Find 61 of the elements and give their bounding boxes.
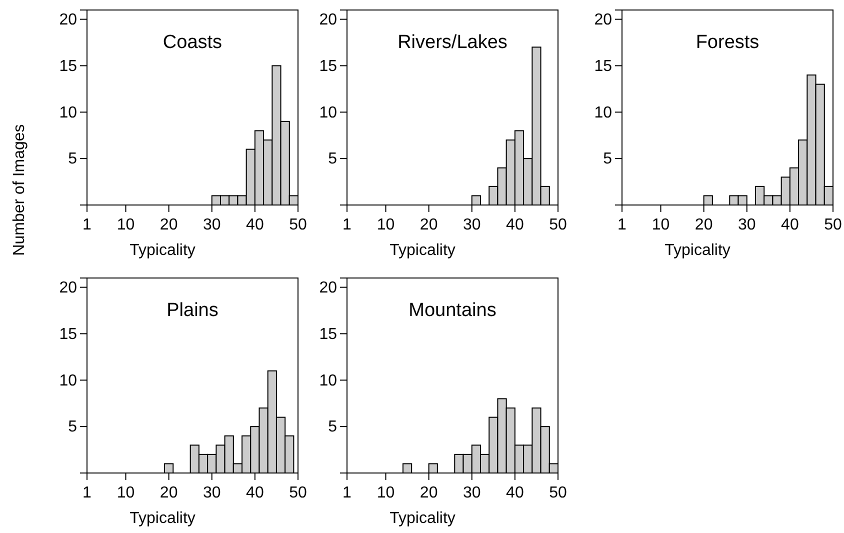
x-tick-label: 40 <box>506 216 524 234</box>
x-tick-label: 10 <box>116 216 135 234</box>
x-tick-label: 20 <box>160 484 178 502</box>
x-tick-label: 1 <box>82 216 92 234</box>
y-tick-label: 20 <box>59 279 78 296</box>
text: Mountains <box>408 300 496 321</box>
x-tick-label: 1 <box>618 216 627 234</box>
y-tick-label: 20 <box>594 11 612 28</box>
x-tick-label: 50 <box>289 216 307 234</box>
y-tick-label: 20 <box>319 279 338 296</box>
y-tick-label: 15 <box>59 58 78 75</box>
y-tick-label: 5 <box>68 418 78 436</box>
y-tick-label: 20 <box>319 11 338 28</box>
x-tick-label: 50 <box>289 484 307 502</box>
y-tick-label: 10 <box>319 104 338 122</box>
y-tick-label: 10 <box>59 372 78 390</box>
text: Forests <box>696 32 760 53</box>
y-tick-label: 20 <box>59 11 78 28</box>
x-tick-label: 20 <box>420 484 438 502</box>
x-tick-label: 20 <box>160 216 178 234</box>
x-axis-title: Typicality <box>390 510 456 527</box>
y-tick-label: 10 <box>59 104 78 122</box>
x-tick-label: 50 <box>824 216 842 234</box>
y-tick-label: 5 <box>603 150 612 168</box>
x-tick-label: 10 <box>652 216 670 234</box>
x-tick-label: 30 <box>462 216 481 234</box>
x-tick-label: 1 <box>82 484 92 502</box>
x-tick-label: 30 <box>202 484 221 502</box>
x-tick-label: 1 <box>342 484 352 502</box>
x-tick-label: 10 <box>376 216 395 234</box>
text: Rivers/Lakes <box>398 32 508 53</box>
x-tick-label: 30 <box>462 484 481 502</box>
y-tick-label: 5 <box>328 150 338 168</box>
x-tick-label: 40 <box>506 484 524 502</box>
y-tick-label: 10 <box>319 372 338 390</box>
x-tick-label: 10 <box>376 484 395 502</box>
x-axis-title: Typicality <box>390 242 456 259</box>
x-tick-label: 30 <box>202 216 221 234</box>
y-tick-label: 15 <box>59 326 78 343</box>
text: Plains <box>166 300 218 321</box>
y-tick-label: 15 <box>319 326 338 343</box>
x-tick-label: 40 <box>246 216 264 234</box>
x-tick-label: 40 <box>246 484 264 502</box>
y-tick-label: 5 <box>68 150 78 168</box>
x-tick-label: 1 <box>342 216 352 234</box>
x-axis-title: Typicality <box>130 510 196 527</box>
y-tick-label: 5 <box>328 418 338 436</box>
x-tick-label: 10 <box>116 484 135 502</box>
y-tick-label: 15 <box>319 58 338 75</box>
y-tick-label: 10 <box>594 104 612 122</box>
y-axis-title: Number of Images <box>11 124 28 256</box>
x-tick-label: 40 <box>781 216 799 234</box>
text: Coasts <box>162 32 222 53</box>
x-tick-label: 30 <box>738 216 756 234</box>
x-tick-label: 50 <box>549 216 567 234</box>
x-tick-label: 50 <box>549 484 567 502</box>
y-tick-label: 15 <box>594 58 612 75</box>
x-axis-title: Typicality <box>130 242 196 259</box>
x-axis-title: Typicality <box>664 242 730 259</box>
x-tick-label: 20 <box>420 216 438 234</box>
x-tick-label: 20 <box>694 216 713 234</box>
